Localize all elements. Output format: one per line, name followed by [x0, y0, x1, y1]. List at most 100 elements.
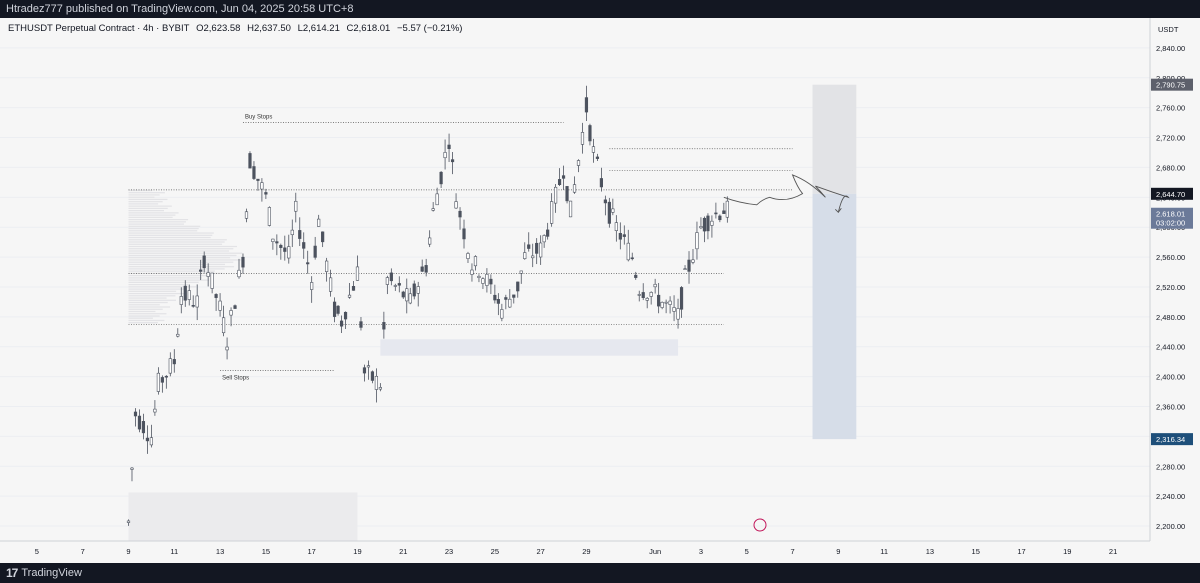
volume-profile-bar	[128, 306, 171, 308]
tradingview-logo-icon: 17	[6, 566, 18, 580]
candle-body	[565, 186, 569, 202]
volume-profile-bar	[128, 277, 202, 279]
candle-body	[523, 252, 527, 259]
volume-profile-bar	[128, 257, 231, 259]
candle-body	[588, 125, 592, 142]
chart-area[interactable]: Buy Stops Sell Stops USDT 2,200.00 2,240.00…	[0, 18, 1200, 563]
candle-body	[450, 159, 455, 163]
time-tick-label: 17	[1017, 547, 1025, 556]
price-tick-label: 2,760.00	[1156, 104, 1185, 113]
candle-body	[500, 309, 504, 319]
volume-profile-bar	[128, 205, 172, 207]
candle-body	[310, 282, 314, 290]
price-tick-label: 2,400.00	[1156, 373, 1185, 382]
candle-body	[153, 408, 157, 413]
candle-body	[412, 283, 416, 297]
candle-body	[668, 300, 672, 305]
candle-body	[683, 268, 687, 270]
symbol-name: ETHUSDT Perpetual Contract · 4h · BYBIT	[8, 23, 190, 34]
time-tick-label: 19	[353, 547, 361, 556]
volume-profile-bar	[128, 232, 214, 234]
time-tick-label: Jun	[649, 547, 661, 556]
candle-body	[225, 346, 229, 351]
candle-body	[374, 375, 378, 390]
candle-body	[542, 235, 546, 243]
candle-body	[626, 242, 630, 261]
candle-body	[260, 182, 264, 190]
volume-profile-bar	[128, 203, 159, 205]
candle-body	[408, 293, 412, 304]
candle-body	[519, 270, 523, 274]
volume-profile-bar	[128, 223, 184, 225]
target-zone	[812, 193, 857, 440]
candle-body	[676, 308, 680, 320]
candle-body	[206, 272, 210, 277]
levels	[128, 148, 793, 325]
candle-body	[539, 242, 543, 258]
candle-body	[355, 266, 360, 281]
candle-body	[435, 193, 439, 206]
candle-body	[512, 294, 516, 298]
candle-body	[339, 320, 344, 327]
price-tick-label: 2,560.00	[1156, 253, 1185, 262]
candle-body	[347, 294, 352, 298]
candle-body	[218, 300, 222, 311]
lightning-icon	[753, 518, 767, 532]
candle-body	[443, 152, 447, 159]
price-tick-label: 2,520.00	[1156, 283, 1185, 292]
projection-path	[723, 174, 850, 213]
candle-body	[664, 301, 668, 304]
ohlc-open: O2,623.58	[196, 23, 241, 34]
candle-body	[405, 288, 409, 302]
volume-profile-bar	[128, 239, 227, 241]
candle-body	[546, 229, 550, 237]
footer-bar: 17 TradingView	[0, 563, 1200, 583]
time-tick-label: 19	[1063, 547, 1071, 556]
volume-profile-bar	[128, 279, 210, 281]
candle-body	[462, 228, 466, 240]
candle-body	[397, 283, 401, 286]
candle-body	[702, 217, 707, 232]
volume-profile-bar	[128, 189, 153, 192]
volume-profile-bar	[128, 194, 160, 196]
time-tick-label: 21	[1109, 547, 1117, 556]
candle-body	[614, 222, 618, 231]
volume-profile-bar	[128, 248, 234, 250]
time-tick-label: 5	[745, 547, 749, 556]
candle-body	[637, 294, 641, 296]
volume-profile-bar	[128, 290, 177, 292]
volume-profile-bar	[128, 304, 160, 306]
time-tick-label: 17	[308, 547, 316, 556]
candle-body	[237, 269, 241, 278]
candle-body	[695, 232, 699, 250]
candle-body	[657, 294, 661, 307]
price-tag-bg	[1151, 433, 1193, 446]
candle-body	[252, 166, 256, 179]
price-chart[interactable]: Buy Stops Sell Stops USDT 2,200.00 2,240.00…	[0, 18, 1200, 563]
candle-body	[401, 291, 405, 298]
volume-profile-bar	[128, 292, 185, 295]
volume-profile-bar	[128, 227, 199, 230]
volume-profile-bar	[128, 243, 223, 245]
candle-body	[630, 257, 634, 260]
candle-body	[214, 294, 218, 298]
candle-body	[195, 295, 199, 308]
volume-profile-bar	[128, 295, 176, 297]
candle-body	[332, 301, 337, 317]
tradingview-logo[interactable]: 17 TradingView	[6, 563, 82, 583]
volume-profile-bar	[128, 270, 215, 272]
price-axis: USDT2,200.002,240.002,280.002,320.002,36…	[1149, 18, 1200, 563]
candle-body	[302, 242, 306, 249]
time-tick-label: 13	[216, 547, 224, 556]
candle-body	[321, 231, 325, 243]
volume-profile-bar	[128, 192, 165, 194]
candle-body	[130, 467, 134, 470]
candle-body	[649, 292, 653, 297]
time-tick-label: 23	[445, 547, 453, 556]
time-tick-label: 5	[35, 547, 39, 556]
candle-body	[187, 290, 191, 300]
candle-body	[458, 210, 462, 218]
ohlc-close: C2,618.01	[346, 23, 391, 34]
ohlc-high: H2,637.50	[247, 23, 291, 34]
candle-body	[618, 232, 622, 240]
